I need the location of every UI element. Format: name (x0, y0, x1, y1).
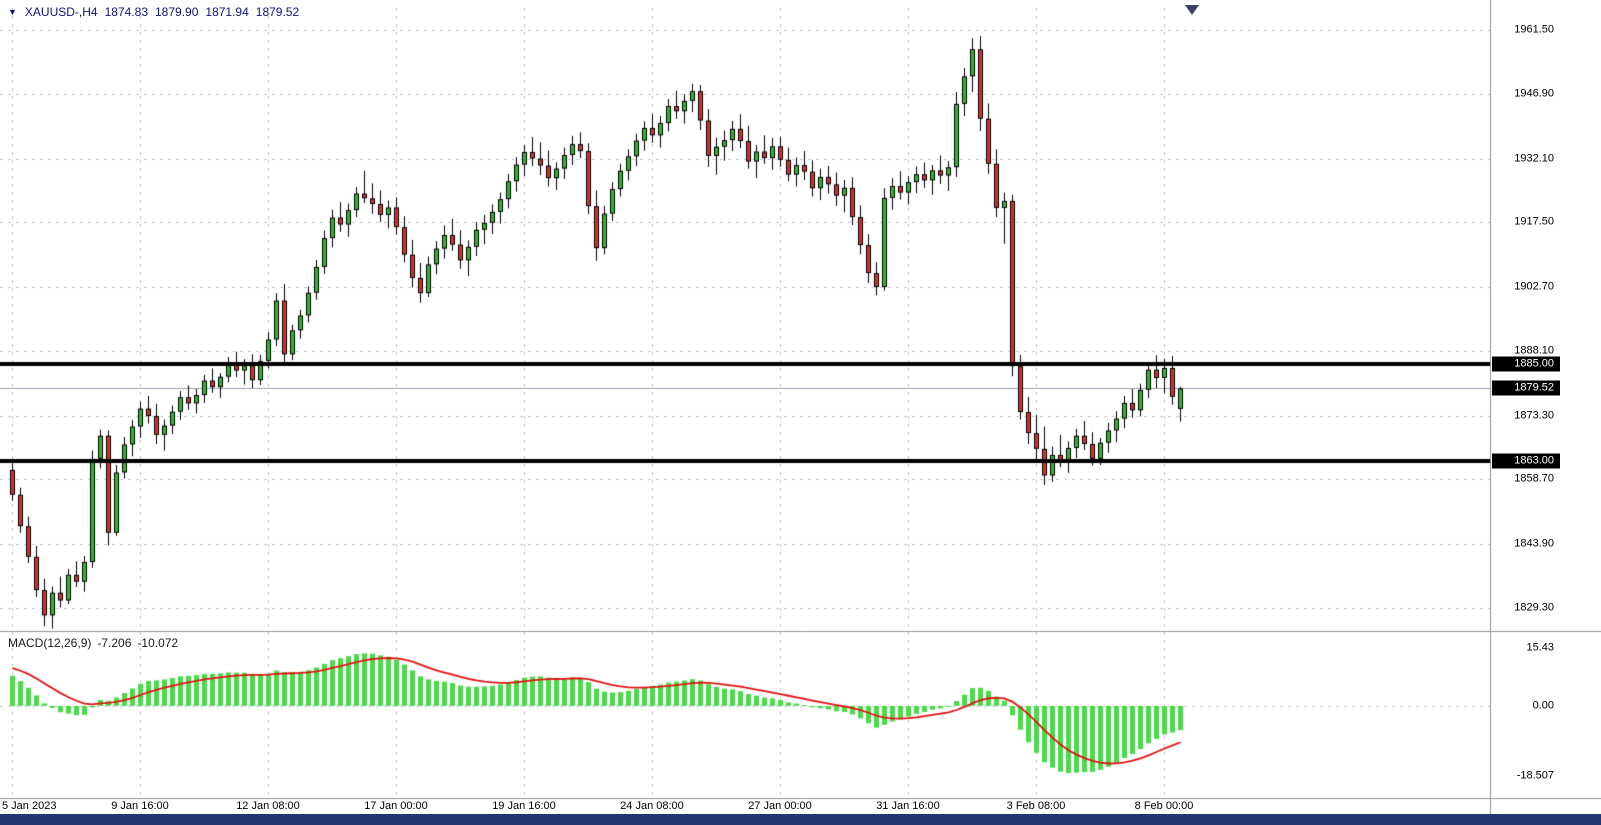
macd-axis-tick: 15.43 (1526, 641, 1554, 654)
time-axis-tick: 24 Jan 08:00 (620, 800, 684, 812)
price-axis-tick: 1902.70 (1514, 280, 1554, 293)
chart-ohlc-readout: ▼ XAUUSD-,H4 1874.83 1879.90 1871.94 1879.52 (8, 5, 306, 19)
price-axis-tick: 1932.10 (1514, 152, 1554, 165)
price-axis[interactable]: 1961.50 1946.90 1932.10 1917.50 1902.70 1888.… (1491, 0, 1601, 816)
time-axis-tick: 8 Feb 00:00 (1134, 800, 1194, 812)
price-axis-tick: 1829.30 (1514, 601, 1554, 614)
macd-main-value: -7.206 (97, 636, 132, 650)
ohlc-low-value: 1871.94 (205, 5, 249, 19)
bid-price-badge: 1879.52 (1492, 380, 1560, 396)
time-axis[interactable]: 5 Jan 2023 9 Jan 16:00 12 Jan 08:00 17 Jan … (0, 798, 1490, 816)
window-bottom-bar (0, 814, 1601, 825)
macd-indicator-label: MACD(12,26,9) (8, 636, 92, 650)
time-axis-tick: 5 Jan 2023 (2, 800, 57, 812)
chart-shift-icon[interactable] (1185, 5, 1199, 15)
ohlc-close-value: 1879.52 (255, 5, 300, 19)
hline-price-badge: 1863.00 (1492, 453, 1560, 469)
price-axis-tick: 1917.50 (1514, 215, 1554, 228)
time-axis-tick: 27 Jan 00:00 (748, 800, 812, 812)
symbol-period-label: XAUUSD-,H4 (24, 5, 98, 19)
price-axis-tick: 1946.90 (1514, 87, 1554, 100)
price-axis-tick: 1961.50 (1514, 23, 1554, 36)
hline-price-badge: 1885.00 (1492, 356, 1560, 372)
time-axis-tick: 12 Jan 08:00 (236, 800, 300, 812)
macd-indicator-readout: MACD(12,26,9) -7.206 -10.072 (8, 636, 184, 650)
price-axis-tick: 1873.30 (1514, 409, 1554, 422)
macd-axis-tick: -18.507 (1516, 769, 1554, 782)
time-axis-tick: 9 Jan 16:00 (111, 800, 169, 812)
ohlc-open-value: 1874.83 (104, 5, 148, 19)
time-axis-tick: 17 Jan 00:00 (364, 800, 428, 812)
time-axis-tick: 31 Jan 16:00 (876, 800, 940, 812)
price-axis-tick: 1843.90 (1514, 537, 1554, 550)
time-axis-tick: 3 Feb 08:00 (1006, 800, 1066, 812)
time-axis-tick: 19 Jan 16:00 (492, 800, 556, 812)
price-axis-tick: 1888.10 (1514, 344, 1554, 357)
macd-signal-value: -10.072 (137, 636, 179, 650)
ohlc-high-value: 1879.90 (155, 5, 199, 19)
price-axis-tick: 1858.70 (1514, 472, 1554, 485)
one-click-trading-expander-icon[interactable]: ▼ (8, 7, 17, 17)
macd-axis-tick: 0.00 (1532, 699, 1554, 712)
